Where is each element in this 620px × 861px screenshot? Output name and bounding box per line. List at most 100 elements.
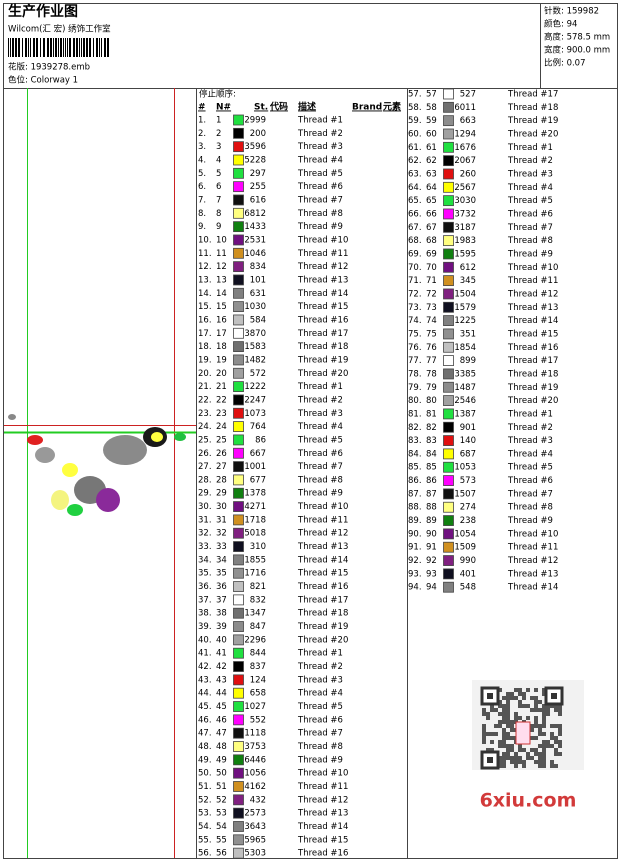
qr-cell (554, 740, 558, 744)
thread-description: Thread #17 (507, 90, 558, 100)
thread-description: Thread #7 (297, 729, 343, 739)
color-swatch (443, 541, 454, 553)
qr-cell (534, 760, 538, 764)
color-swatch (233, 274, 244, 286)
color-swatch (443, 101, 454, 113)
bar-stripe (53, 38, 54, 57)
stitch-count: 687 (460, 449, 476, 459)
qr-cell (510, 696, 514, 700)
color-swatch (233, 741, 244, 752)
color-swatch (443, 488, 454, 500)
qr-cell (498, 760, 502, 764)
qr-cell (510, 756, 514, 760)
row-number: 3. (198, 142, 206, 152)
qr-cell (502, 712, 506, 716)
stitch-count: 572 (250, 369, 266, 379)
qr-cell (498, 712, 502, 716)
thread-description: Thread #20 (297, 369, 348, 379)
qr-cell (530, 696, 534, 700)
bar-stripe (96, 38, 98, 57)
stitch-count: 401 (460, 569, 476, 579)
qr-cell (514, 756, 518, 760)
row-number: 82. (408, 423, 422, 433)
qr-cell (534, 708, 538, 712)
qr-cell (502, 704, 506, 708)
stitch-count: 1482 (244, 355, 266, 365)
row-number: 14. (198, 289, 212, 299)
color-swatch (443, 141, 454, 153)
row-number: 85. (408, 463, 422, 473)
row-number: 12. (198, 262, 212, 272)
qr-cell (538, 724, 542, 728)
thread-description: Thread #18 (507, 103, 558, 113)
qr-cell (498, 720, 502, 724)
row-number: 48. (198, 742, 212, 752)
bar-stripe (107, 38, 109, 57)
qr-cell (482, 740, 486, 744)
color-swatch (233, 514, 244, 526)
color-swatch (443, 355, 454, 367)
qr-cell (502, 764, 506, 768)
qr-cell (542, 744, 546, 748)
thread-description: Thread #14 (507, 583, 558, 593)
qr-cell (522, 748, 526, 752)
color-swatch (233, 421, 244, 432)
row-number: 28. (198, 475, 212, 485)
qr-cell (522, 692, 526, 696)
needle-number: 36 (216, 582, 227, 592)
stitch-count: 238 (460, 516, 476, 526)
qr-cell (518, 748, 522, 752)
thread-table: 1. 1 2999 Thread #12. 2 200 Thread #23. 3 3596 Th… (198, 88, 558, 859)
qr-cell (530, 736, 534, 740)
color-swatch (233, 354, 244, 366)
qr-cell (498, 700, 502, 704)
thread-description: Thread #12 (297, 529, 348, 539)
needle-number: 15 (216, 302, 227, 312)
needle-number: 20 (216, 369, 227, 379)
qr-logo (515, 721, 531, 745)
needle-number: 5 (216, 169, 221, 179)
needle-number: 94 (426, 583, 437, 593)
stitch-count: 6011 (454, 103, 476, 113)
qr-cell (546, 712, 550, 716)
qr-cell (554, 752, 558, 756)
thread-description: Thread #6 (507, 209, 553, 219)
qr-cell (506, 724, 510, 728)
needle-number: 26 (216, 449, 227, 459)
stitch-count: 1716 (244, 569, 266, 579)
row-number: 49. (198, 755, 212, 765)
row-number: 60. (408, 129, 422, 139)
needle-number: 77 (426, 356, 437, 366)
stitch-count: 847 (250, 622, 266, 632)
row-number: 67. (408, 223, 422, 233)
color-swatch (233, 327, 244, 339)
stitch-count: 3643 (244, 822, 266, 832)
qr-cell (538, 732, 542, 736)
needle-number: 66 (426, 209, 437, 219)
thread-description: Thread #16 (297, 582, 348, 592)
color-swatch (233, 754, 244, 766)
needle-number: 61 (426, 143, 437, 153)
stitch-count: 5018 (244, 529, 266, 539)
row-number: 89. (408, 516, 422, 526)
stitch-count: 1046 (244, 249, 266, 259)
thread-description: Thread #13 (297, 542, 348, 552)
qr-cell (542, 704, 546, 708)
thread-description: Thread #13 (297, 809, 348, 819)
row-number: 52. (198, 795, 212, 805)
qr-cell (498, 744, 502, 748)
qr-cell (506, 756, 510, 760)
needle-number: 53 (216, 809, 227, 819)
stitch-count: 1855 (244, 555, 266, 565)
color-swatch (233, 487, 244, 499)
stitch-count: 2573 (244, 809, 266, 819)
stitch-count: 837 (250, 662, 266, 672)
subtitle: Wilcom(汇 宏) 绣饰工作室 (8, 24, 111, 35)
qr-cell (502, 708, 506, 712)
needle-number: 16 (216, 315, 227, 325)
color-swatch (443, 448, 454, 460)
needle-number: 43 (216, 675, 227, 685)
qr-cell (538, 756, 542, 760)
qr-cell (554, 704, 558, 708)
color-swatch (443, 221, 454, 233)
